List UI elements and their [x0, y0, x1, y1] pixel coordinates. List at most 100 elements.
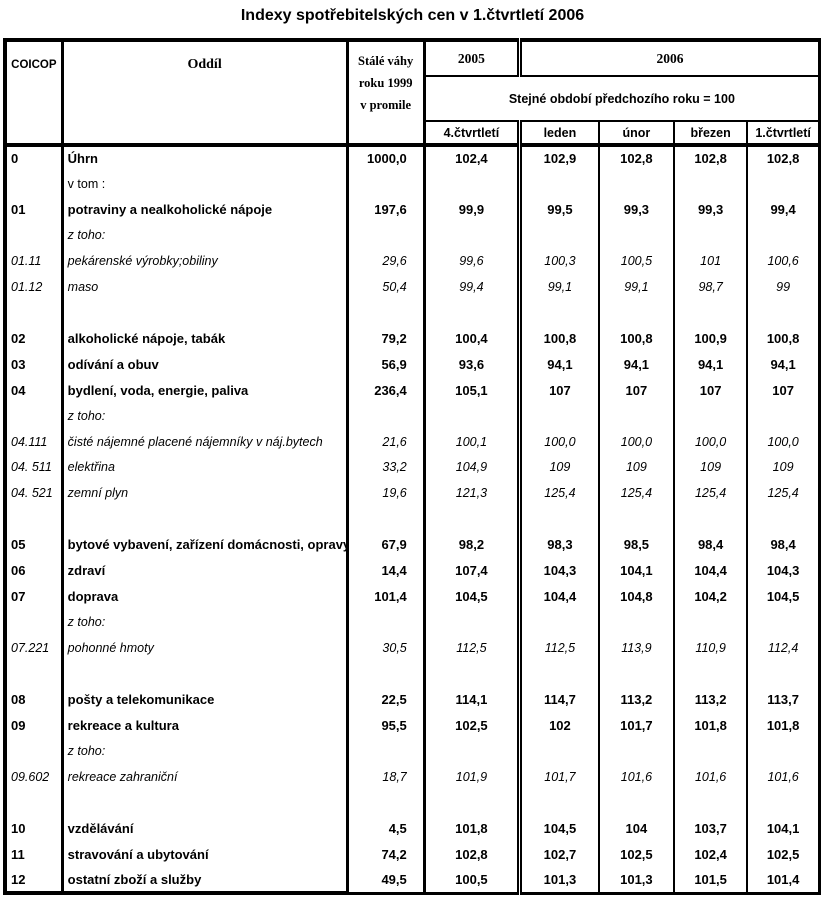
index-value-cell: 102,5 [424, 712, 523, 739]
index-value-cell [747, 738, 819, 764]
col-header-year-2006: 2006 [519, 40, 820, 77]
weight-cell: 30,5 [347, 635, 426, 661]
index-value-cell: 104,5 [424, 583, 523, 610]
weight-cell: 19,6 [347, 480, 426, 507]
weight-cell: 4,5 [347, 815, 426, 842]
index-value-cell: 101,8 [424, 815, 523, 842]
index-value-cell: 101,6 [674, 764, 749, 790]
index-value-cell [674, 299, 749, 326]
weight-cell [347, 609, 426, 636]
index-value-cell: 112,5 [424, 635, 523, 661]
index-value-cell [519, 789, 600, 816]
coicop-code-cell [5, 299, 64, 326]
weight-cell: 1000,0 [347, 145, 426, 171]
index-value-cell [598, 402, 676, 429]
index-value-cell: 101,9 [424, 764, 523, 790]
index-value-cell: 107 [772, 382, 794, 398]
oddil-name-cell: z toho: [62, 609, 349, 636]
index-value-cell: 104,2 [674, 583, 749, 610]
weight-cell: 101,4 [347, 583, 426, 610]
index-value-cell: 100,0 [598, 428, 676, 455]
index-value-cell: 100,1 [424, 428, 523, 455]
index-value-cell [424, 609, 523, 636]
table-row: 0 Úhrn 1000,0 102,4 102,9 102,8 102,8 102,8 [5, 145, 820, 171]
col-header-coicop: COICOP [5, 40, 64, 147]
index-value-cell: 109 [674, 454, 749, 481]
index-value-cell [747, 790, 819, 816]
col-header-year-2005: 2005 [424, 40, 523, 77]
index-value-cell [519, 738, 600, 765]
index-value-cell: 100,4 [424, 325, 523, 352]
index-value-cell [674, 402, 749, 429]
index-value-cell [598, 609, 676, 636]
index-value-cell [674, 170, 749, 197]
col-header-oddil: Oddíl [62, 40, 349, 147]
index-value-cell [519, 299, 600, 326]
col-header-period-3: únor [598, 121, 676, 147]
coicop-code-cell [5, 789, 64, 816]
index-value-cell: 102,8 [674, 145, 749, 171]
oddil-name-cell: potraviny a nealkoholické nápoje [62, 196, 349, 223]
table-row: 10 vzdělávání 4,5 101,8 104,5 104 103,7 104,1 [5, 815, 820, 842]
header-row-years: COICOP Oddíl Stálé váhy roku 1999 v promil… [5, 40, 820, 147]
index-value-cell: 98,4 [674, 531, 749, 558]
table-row: 09 rekreace a kultura 95,5 102,5 102 101,7 101… [5, 712, 820, 739]
weight-cell [347, 170, 426, 197]
index-value-cell: 104 [598, 815, 676, 842]
table-row: 11 stravování a ubytování 74,2 102,8 102,7 10… [5, 841, 820, 868]
index-value-cell: 101,3 [519, 867, 600, 894]
index-value-cell: 100,5 [424, 867, 523, 894]
table-row: 09.602 rekreace zahraniční 18,7 101,9 101,7 1… [5, 764, 820, 790]
index-value-cell: 104,4 [519, 583, 600, 610]
coicop-code-cell: 05 [5, 531, 64, 558]
spacer-row [5, 789, 820, 816]
table-row: 07 doprava 101,4 104,5 104,4 104,8 104,2 104,5 [5, 583, 820, 610]
weight-cell [347, 299, 426, 326]
table-row: 06 zdraví 14,4 107,4 104,3 104,1 104,4 104,3 [5, 557, 820, 584]
oddil-name-cell: v tom : [62, 170, 349, 197]
index-value-cell: 101,8 [674, 712, 749, 739]
index-value-cell: 101,4 [766, 871, 800, 887]
table-header: COICOP Oddíl Stálé váhy roku 1999 v promil… [5, 40, 820, 147]
index-value-cell [598, 660, 676, 687]
index-value-cell: 99,9 [424, 196, 523, 223]
table-row: 04 bydlení, voda, energie, paliva 236,4 105… [5, 377, 820, 403]
index-value-cell [424, 738, 523, 765]
index-value-cell: 107,4 [424, 557, 523, 584]
oddil-name-cell: doprava [62, 583, 349, 610]
weight-cell [347, 222, 426, 249]
coicop-code-cell: 01.12 [5, 273, 64, 300]
index-value-cell: 101,6 [598, 764, 676, 790]
index-value-cell: 112,4 [767, 641, 799, 656]
index-value-cell: 100,0 [519, 428, 600, 455]
weight-cell: 14,4 [347, 557, 426, 584]
index-value-cell: 107 [674, 377, 749, 403]
coicop-code-cell: 04. 511 [5, 454, 64, 481]
oddil-name-cell: elektřina [62, 454, 349, 481]
index-value-cell: 112,5 [519, 635, 600, 661]
index-value-cell: 101,7 [519, 764, 600, 790]
index-value-cell: 113,7 [767, 692, 800, 708]
oddil-name-cell: bytové vybavení, zařízení domácnosti, op… [62, 531, 349, 558]
table-row: z toho: [5, 738, 820, 765]
col-header-weights: Stálé váhy roku 1999 v promile [347, 40, 426, 147]
oddil-name-cell: rekreace zahraniční [62, 764, 349, 790]
index-value-cell: 104,1 [598, 557, 676, 584]
coicop-code-cell: 07 [5, 583, 64, 610]
weight-cell: 33,2 [347, 454, 426, 481]
col-header-period-5: 1.čtvrtletí [747, 121, 820, 147]
table-row: v tom : [5, 170, 820, 197]
index-value-cell: 109 [519, 454, 600, 481]
index-value-cell: 98,5 [598, 531, 676, 558]
index-value-cell: 99,1 [519, 273, 600, 300]
weight-cell [347, 660, 426, 687]
index-value-cell [674, 660, 749, 687]
index-value-cell: 101,5 [674, 867, 749, 894]
table-row: 04. 521 zemní plyn 19,6 121,3 125,4 125,4 125,… [5, 480, 820, 507]
index-value-cell: 125,4 [674, 480, 749, 507]
index-value-cell: 101,7 [598, 712, 676, 739]
index-value-cell: 100,0 [674, 428, 749, 455]
index-value-cell [424, 402, 523, 429]
weights-header-line3: v promile [360, 98, 412, 112]
index-value-cell: 94,1 [674, 351, 749, 378]
